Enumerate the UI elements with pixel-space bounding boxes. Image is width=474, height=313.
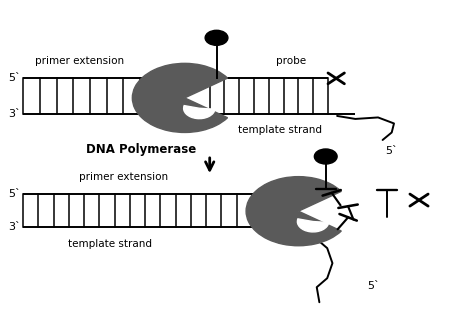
Text: primer extension: primer extension bbox=[79, 172, 168, 182]
Text: probe: probe bbox=[276, 56, 306, 66]
Text: 3`: 3` bbox=[8, 110, 21, 120]
Text: DNA Polymerase: DNA Polymerase bbox=[86, 143, 197, 156]
Text: 5`: 5` bbox=[385, 146, 398, 156]
Text: primer extension: primer extension bbox=[36, 56, 125, 66]
Wedge shape bbox=[246, 177, 341, 246]
Text: 5`: 5` bbox=[8, 73, 21, 83]
Circle shape bbox=[205, 30, 228, 45]
Wedge shape bbox=[297, 219, 329, 232]
Text: template strand: template strand bbox=[68, 239, 152, 249]
Wedge shape bbox=[183, 105, 215, 119]
Text: 5`: 5` bbox=[8, 189, 21, 199]
Wedge shape bbox=[132, 63, 228, 132]
Circle shape bbox=[314, 149, 337, 164]
Text: template strand: template strand bbox=[238, 125, 322, 135]
Text: 5`: 5` bbox=[367, 281, 380, 291]
Text: 3`: 3` bbox=[8, 222, 21, 232]
